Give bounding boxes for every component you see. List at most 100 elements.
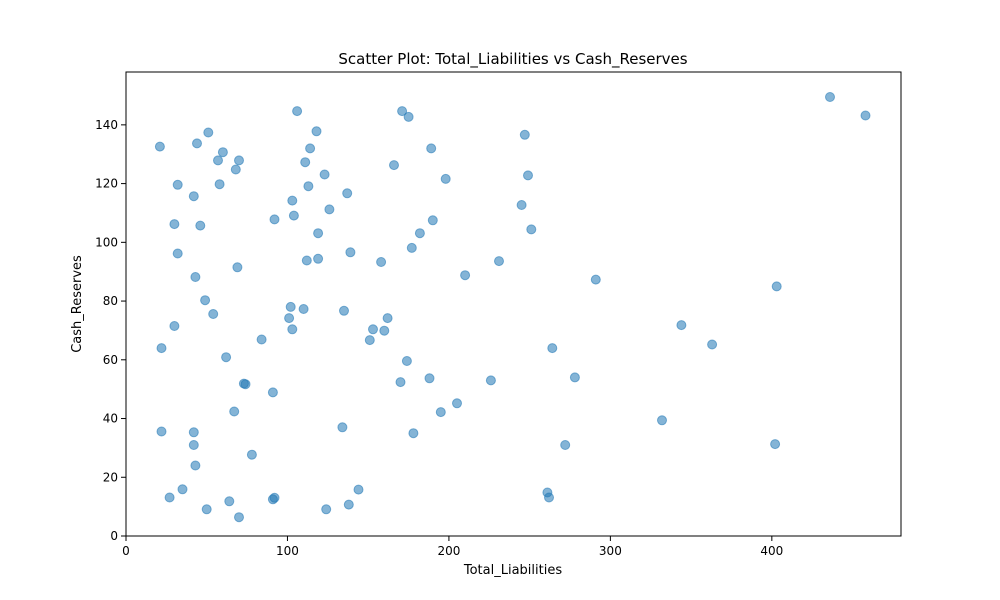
data-point: [526, 224, 537, 235]
data-point: [301, 255, 312, 266]
data-point: [208, 309, 219, 319]
x-tick-label: 400: [760, 544, 783, 558]
data-point: [494, 256, 504, 267]
data-point: [382, 313, 393, 324]
y-tick-label: 60: [103, 353, 118, 367]
data-point: [590, 274, 601, 285]
data-point: [300, 157, 311, 168]
data-point: [188, 440, 199, 450]
data-point: [269, 214, 280, 225]
data-point: [569, 372, 580, 383]
y-tick-label: 40: [103, 412, 118, 426]
x-tick-label: 0: [122, 544, 130, 558]
data-point: [516, 200, 527, 210]
data-point: [192, 138, 202, 149]
chart-title: Scatter Plot: Total_Liabilities vs Cash_…: [338, 50, 687, 69]
data-point: [337, 422, 348, 433]
y-tick-label: 0: [110, 529, 118, 543]
data-point: [269, 492, 280, 503]
data-point: [343, 499, 354, 510]
data-point: [426, 143, 437, 154]
data-point: [232, 262, 243, 273]
data-point: [256, 334, 267, 345]
data-point: [156, 426, 167, 437]
data-point: [285, 301, 296, 312]
data-point: [303, 181, 314, 192]
y-tick-label: 120: [95, 177, 118, 191]
plot-area: [154, 92, 871, 523]
data-point: [560, 440, 571, 450]
data-point: [395, 377, 406, 388]
data-point: [287, 324, 298, 335]
data-point: [195, 220, 206, 231]
x-tick-label: 100: [276, 544, 299, 558]
data-point: [311, 126, 322, 137]
data-point: [292, 106, 303, 117]
data-point: [408, 428, 419, 439]
data-point: [203, 127, 214, 138]
data-point: [230, 164, 241, 175]
data-point: [324, 204, 335, 215]
data-point: [319, 169, 330, 180]
data-point: [339, 305, 349, 316]
y-axis: 0 20 40 60 80 100 120 140: [95, 118, 126, 543]
data-point: [201, 504, 212, 515]
data-point: [485, 375, 496, 386]
data-point: [213, 155, 223, 166]
data-point: [221, 352, 232, 363]
data-point: [287, 195, 298, 206]
y-tick-label: 100: [95, 235, 118, 249]
data-point: [397, 106, 408, 117]
x-tick-label: 200: [437, 544, 460, 558]
x-axis: 0 100 200 300 400: [122, 536, 783, 558]
data-point: [547, 343, 558, 354]
data-point: [298, 304, 309, 314]
data-point: [376, 257, 387, 267]
data-point: [401, 356, 412, 366]
data-point: [657, 415, 667, 426]
data-point: [368, 324, 378, 335]
data-point: [771, 281, 782, 292]
x-tick-label: 300: [599, 544, 622, 558]
data-point: [229, 406, 240, 417]
data-point: [169, 219, 180, 230]
y-tick-label: 20: [103, 470, 118, 484]
data-point: [825, 92, 835, 102]
axes-frame: [125, 71, 902, 537]
data-point: [403, 111, 414, 122]
data-point: [406, 242, 417, 253]
data-point: [460, 270, 471, 281]
data-point: [172, 248, 183, 259]
data-point: [177, 484, 188, 495]
data-point: [234, 512, 244, 523]
data-point: [353, 484, 364, 495]
data-point: [519, 129, 530, 140]
data-point: [313, 228, 324, 239]
data-point: [188, 427, 199, 438]
data-point: [288, 210, 299, 221]
data-point: [860, 110, 871, 121]
data-point: [188, 191, 199, 202]
data-point: [676, 320, 687, 331]
data-point: [414, 228, 425, 239]
y-tick-label: 80: [103, 294, 118, 308]
data-point: [172, 179, 183, 190]
data-point: [200, 295, 211, 306]
data-point: [156, 343, 167, 354]
data-point: [224, 496, 235, 507]
y-axis-label: Cash_Reserves: [70, 255, 85, 353]
data-point: [284, 313, 295, 324]
data-point: [342, 188, 353, 199]
data-point: [169, 321, 180, 331]
data-point: [305, 143, 316, 154]
data-point: [364, 335, 375, 346]
data-point: [154, 141, 165, 152]
data-point: [452, 398, 462, 409]
data-point: [435, 407, 446, 418]
data-point: [217, 147, 228, 158]
data-point: [389, 160, 399, 171]
x-axis-label: Total_Liabilities: [463, 563, 562, 578]
data-point: [523, 170, 533, 181]
data-point: [544, 492, 554, 503]
data-point: [246, 449, 257, 460]
